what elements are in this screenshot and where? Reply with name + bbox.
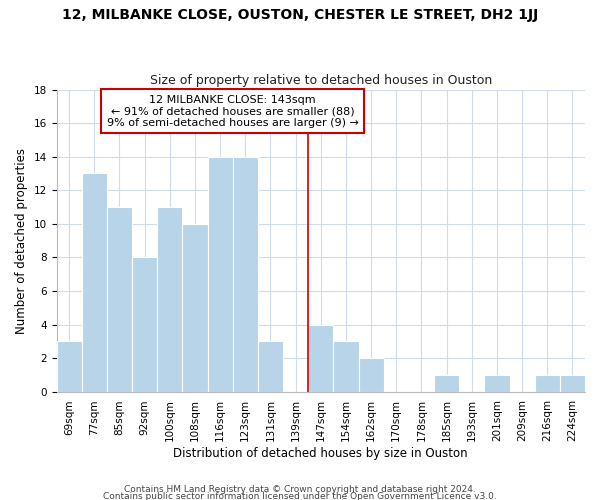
Bar xyxy=(233,156,258,392)
Bar xyxy=(535,375,560,392)
Bar xyxy=(56,342,82,392)
Y-axis label: Number of detached properties: Number of detached properties xyxy=(15,148,28,334)
Bar xyxy=(334,342,359,392)
Bar xyxy=(107,207,132,392)
X-axis label: Distribution of detached houses by size in Ouston: Distribution of detached houses by size … xyxy=(173,447,468,460)
Bar xyxy=(308,324,334,392)
Text: Contains HM Land Registry data © Crown copyright and database right 2024.: Contains HM Land Registry data © Crown c… xyxy=(124,486,476,494)
Text: 12, MILBANKE CLOSE, OUSTON, CHESTER LE STREET, DH2 1JJ: 12, MILBANKE CLOSE, OUSTON, CHESTER LE S… xyxy=(62,8,538,22)
Bar xyxy=(182,224,208,392)
Bar xyxy=(157,207,182,392)
Bar xyxy=(560,375,585,392)
Bar xyxy=(258,342,283,392)
Text: Contains public sector information licensed under the Open Government Licence v3: Contains public sector information licen… xyxy=(103,492,497,500)
Bar xyxy=(434,375,459,392)
Bar xyxy=(484,375,509,392)
Title: Size of property relative to detached houses in Ouston: Size of property relative to detached ho… xyxy=(149,74,492,87)
Bar xyxy=(82,174,107,392)
Text: 12 MILBANKE CLOSE: 143sqm
← 91% of detached houses are smaller (88)
9% of semi-d: 12 MILBANKE CLOSE: 143sqm ← 91% of detac… xyxy=(107,94,359,128)
Bar xyxy=(208,156,233,392)
Bar xyxy=(359,358,383,392)
Bar xyxy=(132,258,157,392)
